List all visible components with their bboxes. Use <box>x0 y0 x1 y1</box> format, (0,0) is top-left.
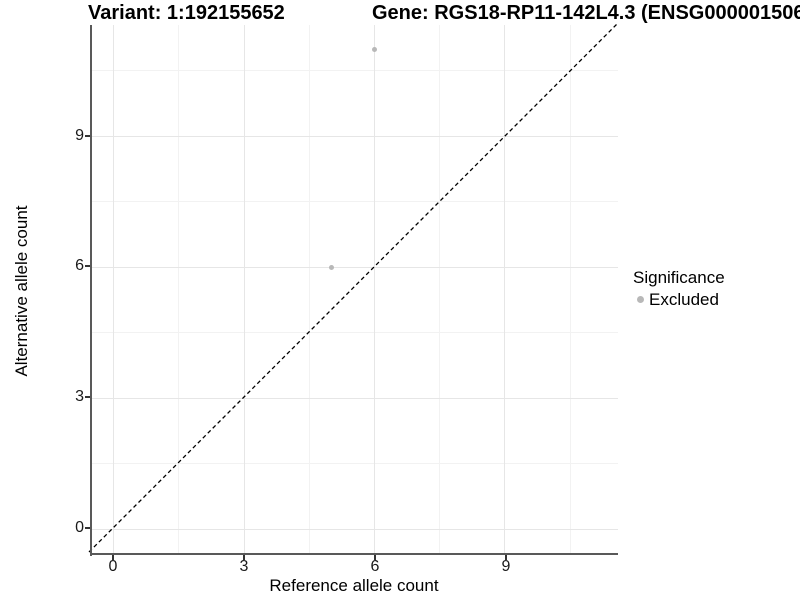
y-axis-line <box>90 25 92 556</box>
y-tick-label-9: 9 <box>75 127 84 144</box>
x-tick-mark-6 <box>374 555 376 560</box>
gridline-minor <box>92 201 618 203</box>
legend: Significance Excluded <box>633 267 799 310</box>
gridline-major <box>374 25 376 553</box>
gridline-minor <box>92 332 618 334</box>
legend-point-icon <box>637 296 644 303</box>
y-tick-mark-6 <box>85 265 90 267</box>
x-tick-mark-9 <box>505 555 507 560</box>
gridline-major <box>113 25 115 553</box>
gene-title: Gene: RGS18-RP11-142L4.3 (ENSG000001506 <box>372 2 800 24</box>
y-tick-label-6: 6 <box>75 257 84 274</box>
gridline-minor <box>439 25 441 553</box>
gridline-minor <box>92 463 618 465</box>
gridline-minor <box>308 25 310 553</box>
y-tick-mark-0 <box>85 527 90 529</box>
legend-item-label: Excluded <box>649 290 719 309</box>
x-tick-mark-3 <box>243 555 245 560</box>
x-tick-label-3: 3 <box>239 558 249 575</box>
gridline-major <box>92 266 618 268</box>
gridline-minor <box>92 70 618 72</box>
y-tick-mark-9 <box>85 135 90 137</box>
legend-item-excluded: Excluded <box>633 289 799 310</box>
y-tick-mark-3 <box>85 396 90 398</box>
x-tick-label-0: 0 <box>108 558 118 575</box>
y-axis-title: Alternative allele count <box>12 205 31 377</box>
data-point <box>328 264 334 270</box>
gridline-major <box>504 25 506 553</box>
y-tick-label-3: 3 <box>75 388 84 405</box>
variant-title: Variant: 1:192155652 <box>88 2 285 24</box>
data-point <box>372 46 378 52</box>
gridline-major <box>92 528 618 530</box>
x-tick-label-9: 9 <box>501 558 511 575</box>
x-tick-label-6: 6 <box>370 558 380 575</box>
legend-title: Significance <box>633 268 725 287</box>
x-axis-line <box>90 553 618 555</box>
plot-panel <box>88 23 618 553</box>
y-tick-label-0: 0 <box>75 519 84 536</box>
x-tick-mark-0 <box>112 555 114 560</box>
gridline-minor <box>178 25 180 553</box>
gridline-minor <box>569 25 571 553</box>
gridline-major <box>243 25 245 553</box>
identity-line <box>88 23 618 553</box>
gridline-major <box>92 397 618 399</box>
x-axis-title: Reference allele count <box>269 576 439 595</box>
gridline-major <box>92 135 618 137</box>
